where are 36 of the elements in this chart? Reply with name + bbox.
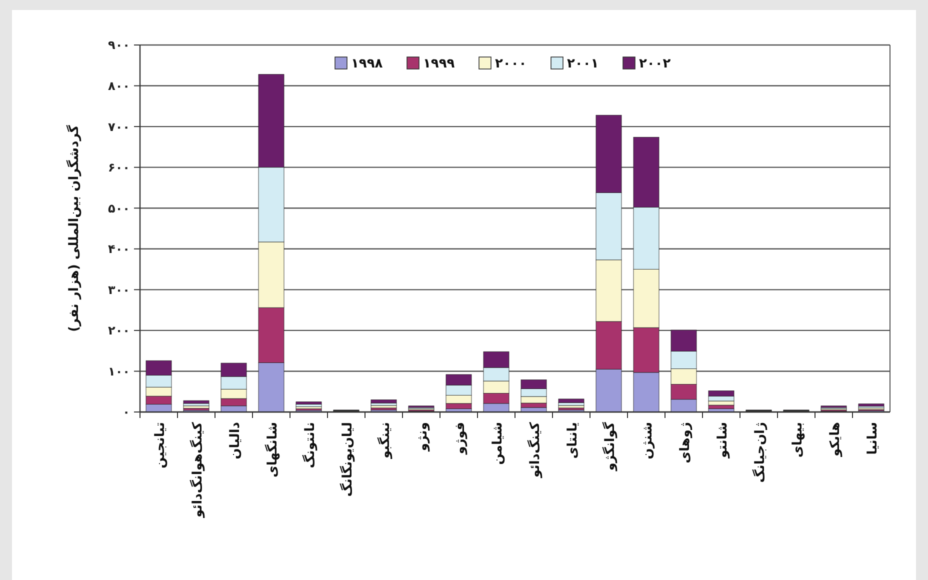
y-axis-title: گردشگران بین‌المللی (هزار نفر) — [66, 124, 82, 332]
x-tick-label: لیان‌یونگانگ — [339, 422, 356, 497]
y-tick-label: ۰ — [122, 405, 130, 420]
x-tick-label: سانیا — [865, 422, 880, 455]
x-tick-label: گوانگژو — [602, 422, 618, 472]
x-tick-label: یانتای — [565, 422, 580, 459]
y-tick-label: ۶۰۰ — [108, 160, 130, 175]
x-tick-label: هایکو — [828, 422, 843, 458]
x-tick-label: شنژن — [640, 422, 656, 460]
x-tick-label: کینگ‌دائو — [526, 422, 543, 479]
legend-label: ۲۰۰۰ — [495, 56, 527, 72]
y-tick-label: ۱۰۰ — [108, 364, 130, 378]
legend-label: ۲۰۰۱ — [567, 56, 599, 72]
x-tick-label: کینگ‌هوانگ‌دائو — [189, 422, 206, 518]
y-tick-label: ۲۰۰ — [108, 324, 130, 338]
x-tick-label: نینگبو — [376, 422, 393, 460]
y-tick-label: ۸۰۰ — [108, 78, 130, 93]
y-tick-label: ۵۰۰ — [108, 201, 130, 216]
x-tick-label: بیهای — [790, 422, 806, 458]
legend-label: ۱۹۹۸ — [351, 56, 383, 72]
x-tick-label: نانتونگ — [302, 422, 318, 468]
x-tick-label: شانگهای — [264, 422, 280, 478]
y-tick-label: ۳۰۰ — [108, 282, 130, 297]
x-tick-label: فوژو — [452, 422, 468, 456]
x-tick-label: ژوهای — [678, 422, 693, 464]
x-tick-label: تیانجین — [152, 422, 168, 468]
x-tick-label: شیامن — [490, 422, 506, 465]
x-tick-label: ژان‌جیانگ — [752, 422, 768, 483]
legend-label: ۲۰۰۲ — [639, 56, 671, 72]
x-tick-label: شانتو — [715, 422, 730, 460]
y-tick-label: ۴۰۰ — [108, 242, 130, 256]
y-tick-label: ۷۰۰ — [108, 120, 130, 134]
y-tick-label: ۹۰۰ — [108, 38, 130, 52]
x-tick-label: ونژو — [415, 422, 430, 452]
x-tick-label: دالیان — [228, 422, 243, 460]
legend-label: ۱۹۹۹ — [423, 56, 455, 72]
